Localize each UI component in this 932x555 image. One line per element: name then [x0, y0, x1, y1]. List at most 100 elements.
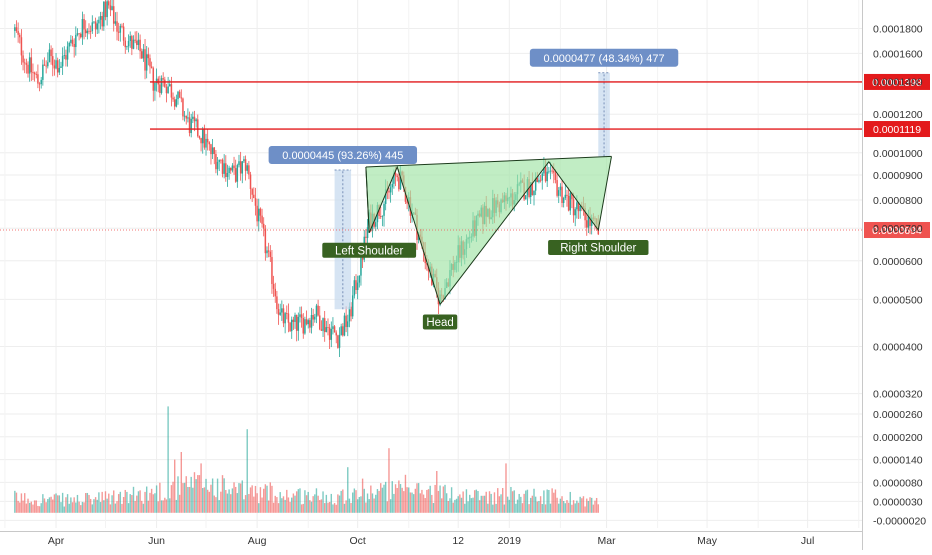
measurement-tools[interactable]: 0.0000445 (93.26%) 445 0.0000477 (48.34%)…	[268, 48, 679, 310]
candle-body	[544, 167, 547, 182]
volume-bar	[488, 491, 491, 513]
candle-body	[589, 216, 591, 226]
volume-bar	[562, 501, 565, 513]
volume-bar	[220, 491, 222, 513]
candle-body	[239, 161, 242, 174]
candle-body	[538, 179, 540, 183]
candle-body	[188, 117, 191, 134]
volume-bar	[310, 501, 313, 513]
candle-body	[51, 56, 54, 66]
volume-bar	[200, 463, 202, 513]
candle-body	[56, 60, 59, 73]
volume-bar	[530, 497, 532, 513]
candle-body	[267, 250, 270, 252]
volume-bar	[371, 493, 374, 513]
candle-body	[318, 315, 321, 330]
candle-body	[169, 84, 171, 87]
volume-bar	[389, 499, 392, 513]
volume-bar	[465, 489, 468, 513]
candle-body	[254, 198, 257, 206]
volume-bar	[61, 492, 64, 513]
x-tick-label: 2019	[498, 535, 522, 547]
volume-bar	[426, 489, 428, 513]
volume-bar	[485, 491, 487, 513]
volume-bar	[477, 491, 479, 513]
volume-bar	[256, 493, 258, 513]
volume-bar	[251, 485, 253, 513]
volume-bar	[368, 499, 370, 513]
volume-bar	[38, 506, 41, 513]
pattern-fill	[365, 156, 612, 305]
volume-bar	[492, 504, 494, 513]
volume-bar	[198, 475, 201, 513]
candle-body	[383, 203, 385, 216]
candle-body	[137, 39, 140, 46]
candle-body	[264, 228, 267, 254]
candle-body	[50, 49, 52, 57]
volume-bar	[437, 490, 440, 513]
candle-body	[65, 55, 67, 60]
inverse-head-shoulders-pattern[interactable]: Left Shoulder Head Right Shoulder	[322, 155, 649, 330]
left-shoulder-label-bg	[322, 242, 417, 258]
candle-body	[569, 192, 572, 211]
candle-body	[32, 72, 34, 74]
candle-body	[126, 46, 128, 48]
candle-body	[22, 55, 24, 63]
volume-bar	[167, 406, 169, 513]
candle-body	[83, 19, 85, 30]
candle-body	[136, 40, 138, 46]
volume-bar	[68, 503, 70, 513]
volume-bar	[478, 500, 481, 513]
volume-bar	[233, 482, 235, 513]
volume-bar	[510, 486, 512, 513]
volume-bar	[358, 496, 361, 513]
volume-bar	[210, 484, 212, 513]
volume-bar	[526, 489, 529, 513]
volume-bar	[292, 493, 295, 513]
volume-bar	[66, 494, 69, 513]
candle-body	[533, 190, 535, 196]
x-tick-label: 12	[452, 535, 464, 547]
volume-bar	[439, 485, 441, 513]
volume-bar	[366, 493, 369, 513]
volume-bar	[267, 500, 270, 513]
candle-body	[297, 316, 300, 331]
candle-body	[226, 173, 229, 177]
right-shoulder-label-bg	[548, 240, 649, 256]
candle-body	[150, 66, 153, 69]
volume-bar	[99, 502, 102, 513]
volume-bar	[304, 490, 306, 513]
candle-body	[282, 308, 285, 324]
volume-bar	[561, 496, 563, 513]
volume-bar	[381, 487, 384, 513]
x-tick-label: Oct	[349, 535, 365, 547]
volume-bar	[564, 503, 567, 513]
volume-bar	[414, 488, 417, 513]
candle-body	[132, 39, 135, 49]
volume-bar	[155, 485, 158, 513]
measure-label: 0.0000445 (93.26%) 445	[282, 150, 403, 162]
candle-body	[160, 78, 163, 93]
volume-tick-label: 0.0000200	[873, 432, 923, 444]
candle-body	[48, 49, 51, 63]
volume-bar	[383, 484, 385, 513]
candle-body	[566, 194, 568, 196]
candle-body	[279, 312, 281, 315]
candle-body	[216, 161, 219, 170]
y-tick-label: 0.0001800	[873, 24, 923, 36]
volume-bar	[399, 484, 402, 513]
volume-bar	[56, 495, 59, 513]
candle-body	[317, 305, 319, 316]
candle-body	[99, 16, 102, 20]
candle-body	[101, 16, 103, 27]
volume-bar	[356, 499, 359, 513]
price-levels[interactable]: 0.0001398 0.0001119 0.0000694	[0, 73, 930, 239]
candle-body	[234, 168, 237, 182]
volume-bar	[116, 501, 118, 513]
candle-body	[17, 31, 19, 35]
volume-bar	[63, 506, 65, 513]
candle-body	[351, 295, 354, 317]
y-tick-label: 0.0001200	[873, 109, 923, 121]
